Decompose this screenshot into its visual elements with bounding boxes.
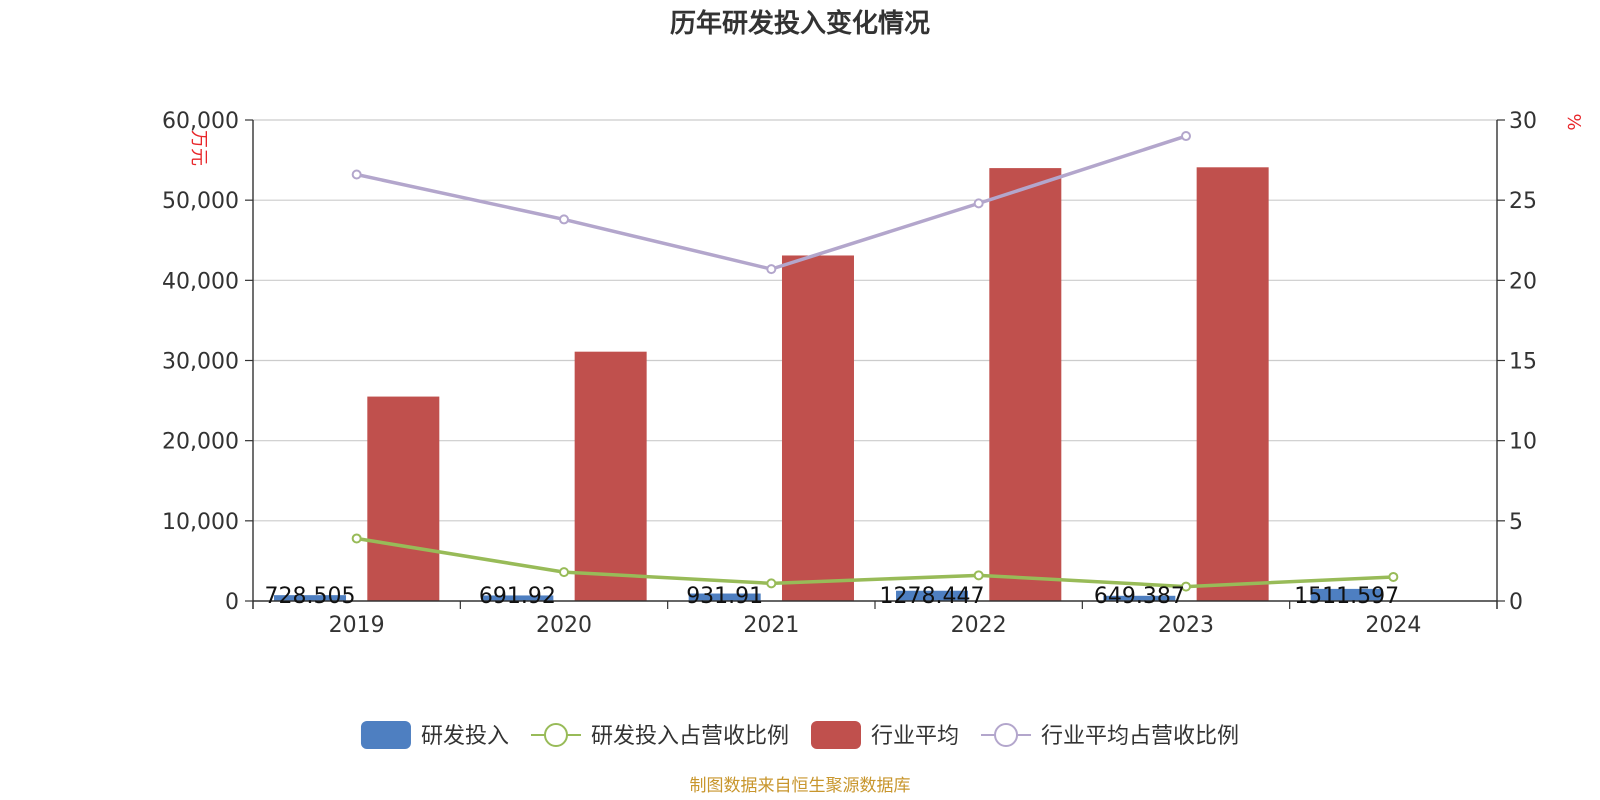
legend-label-研发投入: 研发投入 xyxy=(421,724,509,749)
legend: 研发投入 研发投入占营收比例 行业平均 行业平均占营收比例 xyxy=(360,721,1239,749)
point-研发投入占营收比例 xyxy=(559,567,569,578)
line-marks xyxy=(351,131,1399,592)
left-tick-label: 0 xyxy=(225,590,239,615)
x-tick-label: 2019 xyxy=(329,613,385,638)
legend-marker-研发投入占营收比例 xyxy=(543,723,568,747)
x-tick-label: 2021 xyxy=(743,613,799,638)
point-行业平均占营收比例 xyxy=(766,264,777,275)
x-tick-label: 2023 xyxy=(1158,613,1214,638)
legend-label-研发投入占营收比例: 研发投入占营收比例 xyxy=(591,724,789,749)
legend-swatch-研发投入 xyxy=(360,721,411,749)
left-tick-label: 30,000 xyxy=(162,350,239,375)
bar-行业平均-2020 xyxy=(574,351,647,601)
point-行业平均占营收比例 xyxy=(1181,131,1191,142)
bar-行业平均-2019 xyxy=(367,396,440,601)
legend-label-行业平均占营收比例: 行业平均占营收比例 xyxy=(1041,724,1239,749)
data-label: 691.92 xyxy=(479,584,556,609)
bar-行业平均-2021 xyxy=(781,255,854,601)
point-研发投入占营收比例 xyxy=(351,533,362,544)
right-tick-label: 10 xyxy=(1509,430,1537,455)
source-note: 制图数据来自恒生聚源数据库 xyxy=(690,776,911,796)
left-tick-label: 50,000 xyxy=(162,189,239,214)
left-tick-label: 60,000 xyxy=(162,109,239,134)
right-tick-label: 5 xyxy=(1509,510,1523,535)
x-tick-label: 2024 xyxy=(1365,613,1421,638)
point-行业平均占营收比例 xyxy=(973,198,984,209)
legend-marker-行业平均占营收比例 xyxy=(994,723,1019,747)
right-tick-label: 20 xyxy=(1509,269,1537,294)
bar-行业平均-2022 xyxy=(989,168,1062,601)
point-研发投入占营收比例 xyxy=(1181,581,1191,592)
right-tick-label: 0 xyxy=(1509,590,1523,615)
right-tick-label: 25 xyxy=(1509,189,1537,214)
legend-label-行业平均: 行业平均 xyxy=(871,724,959,749)
bar-marks xyxy=(274,167,1383,601)
bar-研发投入-2023 xyxy=(1103,595,1176,601)
x-tick-label: 2020 xyxy=(536,613,592,638)
left-tick-label: 20,000 xyxy=(162,430,239,455)
data-labels: 728.505 691.92 931.91 1278.447 649.387 1511.5… xyxy=(265,584,1400,609)
data-label: 728.505 xyxy=(265,584,356,609)
data-label: 1278.447 xyxy=(880,584,985,609)
left-axis-unit: 万元 xyxy=(188,130,209,166)
bar-研发投入-2021 xyxy=(688,593,761,601)
x-tick-label: 2022 xyxy=(951,613,1007,638)
line-行业平均占营收比例 xyxy=(356,134,1187,271)
right-tick-label: 30 xyxy=(1509,109,1537,134)
bar-研发投入-2019 xyxy=(274,595,347,601)
axes: 0 10,000 20,000 30,000 40,000 50,000 60,000 0 5 1… xyxy=(162,109,1537,638)
right-axis-unit: % xyxy=(1563,113,1584,130)
point-研发投入占营收比例 xyxy=(973,570,984,581)
left-tick-label: 10,000 xyxy=(162,510,239,535)
bar-行业平均-2023 xyxy=(1196,167,1269,601)
chart-title: 历年研发投入变化情况 xyxy=(670,8,930,39)
line-研发投入占营收比例 xyxy=(356,536,1394,589)
bar-研发投入-2024 xyxy=(1310,588,1383,601)
gridlines xyxy=(253,119,1497,522)
data-label: 931.91 xyxy=(686,584,763,609)
point-研发投入占营收比例 xyxy=(766,578,777,589)
bar-研发投入-2022 xyxy=(896,590,969,601)
point-行业平均占营收比例 xyxy=(351,169,362,180)
left-tick-label: 40,000 xyxy=(162,269,239,294)
right-tick-label: 15 xyxy=(1509,350,1537,375)
point-行业平均占营收比例 xyxy=(559,214,569,225)
data-label: 1511.597 xyxy=(1294,584,1399,609)
legend-swatch-行业平均 xyxy=(811,721,861,749)
data-label: 649.387 xyxy=(1094,584,1185,609)
bar-研发投入-2020 xyxy=(481,595,554,601)
point-研发投入占营收比例 xyxy=(1388,571,1399,582)
